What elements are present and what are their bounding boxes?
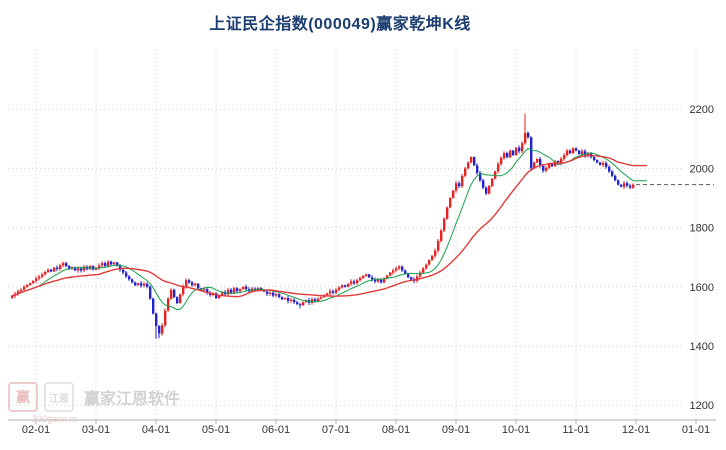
y-axis-label: 2200 — [690, 104, 714, 116]
chart-title: 上证民企指数(000049)赢家乾坤K线 — [209, 16, 471, 33]
x-axis-label: 10-01 — [502, 424, 530, 436]
watermark-sub: 320gann.m — [32, 414, 78, 424]
ma-fast-line — [11, 148, 647, 311]
x-axis-label: 06-01 — [262, 424, 290, 436]
y-axis-label: 2000 — [690, 163, 714, 175]
y-axis-label: 1200 — [690, 400, 714, 412]
watermark: 赢 江恩 赢家江恩软件 320gann.m — [8, 382, 180, 424]
x-axis-label: 09-01 — [442, 424, 470, 436]
x-axis-label: 05-01 — [202, 424, 230, 436]
ma-slow-line — [11, 154, 647, 298]
grid: 2200 2000 1800 1600 1400 1200 02-01 03-01 04-01 0… — [8, 50, 714, 436]
y-axis-label: 1600 — [690, 282, 714, 294]
x-axis-label: 11-01 — [562, 424, 589, 436]
y-axis-label: 1400 — [690, 341, 714, 353]
candles — [11, 113, 635, 339]
gann-logo-icon: 江恩 — [44, 382, 74, 412]
x-axis-label: 02-01 — [22, 424, 50, 436]
x-axis-label: 12-01 — [622, 424, 650, 436]
x-axis-label: 03-01 — [82, 424, 110, 436]
x-axis-label: 07-01 — [322, 424, 350, 436]
x-axis-label: 01-01 — [682, 424, 710, 436]
watermark-brand: 赢家江恩软件 — [84, 391, 181, 408]
winner-logo-glyph: 赢 — [16, 389, 30, 405]
x-axis-label: 08-01 — [382, 424, 410, 436]
winner-logo-icon: 赢 — [8, 382, 38, 412]
gann-logo-glyph: 江恩 — [49, 393, 69, 405]
x-axis-label: 04-01 — [142, 424, 170, 436]
y-axis-label: 1800 — [690, 223, 714, 235]
